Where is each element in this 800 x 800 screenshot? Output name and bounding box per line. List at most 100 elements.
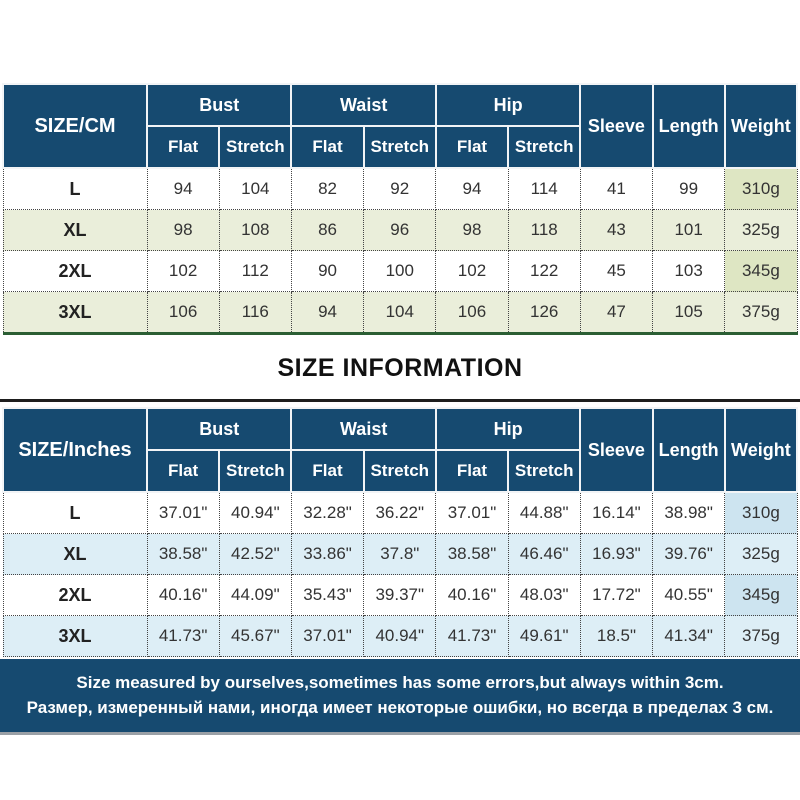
- cell-sleeve: 47: [579, 291, 654, 335]
- cell-waist-stretch: 104: [363, 291, 437, 335]
- inch-sleeve-header: Sleeve: [579, 407, 654, 493]
- cell-hip-stretch: 122: [507, 250, 581, 292]
- cell-bust-stretch: 44.09": [218, 574, 292, 616]
- cell-bust-flat: 98: [146, 209, 220, 251]
- cell-waist-stretch: 36.22": [363, 491, 437, 534]
- inch-bust-stretch-header: Stretch: [218, 449, 293, 493]
- cell-hip-flat: 106: [435, 291, 509, 335]
- cm-waist-flat-header: Flat: [290, 125, 365, 169]
- cell-weight: 345g: [724, 574, 798, 616]
- cell-length: 41.34": [652, 615, 726, 657]
- cm-bust-flat-header: Flat: [145, 125, 221, 169]
- cell-waist-stretch: 40.94": [363, 615, 437, 657]
- cm-hip-stretch-header: Stretch: [507, 125, 582, 169]
- cell-weight: 345g: [724, 250, 798, 292]
- cell-hip-flat: 41.73": [435, 615, 509, 657]
- cell-hip-stretch: 44.88": [507, 491, 581, 534]
- inch-weight-header: Weight: [723, 407, 799, 493]
- cell-waist-flat: 37.01": [290, 615, 365, 657]
- inch-hip-group-header: Hip: [434, 407, 582, 451]
- size-label-cell: 2XL: [2, 574, 148, 616]
- size-label-cell: 3XL: [2, 291, 148, 335]
- cell-waist-flat: 33.86": [290, 533, 365, 575]
- cell-waist-flat: 82: [290, 167, 365, 210]
- cell-bust-stretch: 108: [218, 209, 292, 251]
- cell-hip-flat: 38.58": [435, 533, 509, 575]
- table-row-3xl: 3XL 41.73" 45.67" 37.01" 40.94" 41.73" 4…: [2, 615, 798, 657]
- cell-weight: 375g: [724, 615, 798, 657]
- cell-weight: 375g: [724, 291, 798, 335]
- inch-waist-flat-header: Flat: [290, 449, 365, 493]
- cell-bust-flat: 102: [146, 250, 220, 292]
- size-label-cell: L: [2, 491, 148, 534]
- cell-waist-stretch: 100: [363, 250, 437, 292]
- table-row-xl: XL 98 108 86 96 98 118 43 101 325g: [2, 209, 798, 251]
- top-spacer: [0, 0, 800, 83]
- inch-header-row-sub: Flat Stretch Flat Stretch Flat Stretch: [3, 449, 797, 493]
- table-row-xl: XL 38.58" 42.52" 33.86" 37.8" 38.58" 46.…: [2, 533, 798, 575]
- cell-waist-stretch: 92: [363, 167, 437, 210]
- cell-bust-flat: 40.16": [146, 574, 220, 616]
- cell-hip-stretch: 49.61": [507, 615, 581, 657]
- cell-hip-stretch: 126: [507, 291, 581, 335]
- cm-weight-header: Weight: [723, 83, 799, 169]
- cell-bust-stretch: 42.52": [218, 533, 292, 575]
- inch-corner-header: SIZE/Inches: [2, 407, 148, 493]
- note-line-english: Size measured by ourselves,sometimes has…: [76, 673, 724, 692]
- cell-length: 99: [652, 167, 726, 210]
- cell-bust-stretch: 116: [218, 291, 292, 335]
- cell-length: 101: [652, 209, 726, 251]
- inch-bust-group-header: Bust: [145, 407, 293, 451]
- cell-length: 39.76": [652, 533, 726, 575]
- inch-waist-stretch-header: Stretch: [362, 449, 437, 493]
- cell-sleeve: 16.93": [579, 533, 654, 575]
- cell-waist-flat: 86: [290, 209, 365, 251]
- cm-header-row-sub: Flat Stretch Flat Stretch Flat Stretch: [3, 125, 797, 169]
- size-label-cell: L: [2, 167, 148, 210]
- cell-bust-stretch: 104: [218, 167, 292, 210]
- cell-waist-flat: 35.43": [290, 574, 365, 616]
- cell-weight: 325g: [724, 533, 798, 575]
- cell-bust-stretch: 112: [218, 250, 292, 292]
- cell-weight: 325g: [724, 209, 798, 251]
- size-label-cell: 3XL: [2, 615, 148, 657]
- table-row-3xl: 3XL 106 116 94 104 106 126 47 105 375g: [2, 291, 798, 335]
- cell-length: 40.55": [652, 574, 726, 616]
- cm-waist-group-header: Waist: [290, 83, 437, 127]
- cell-sleeve: 43: [579, 209, 654, 251]
- cell-sleeve: 45: [579, 250, 654, 292]
- size-label-cell: XL: [2, 533, 148, 575]
- inch-bust-flat-header: Flat: [145, 449, 221, 493]
- cm-sleeve-header: Sleeve: [579, 83, 654, 169]
- size-label-cell: XL: [2, 209, 148, 251]
- cm-hip-flat-header: Flat: [434, 125, 510, 169]
- title-divider-line: [0, 399, 800, 402]
- cell-waist-stretch: 39.37": [363, 574, 437, 616]
- cell-bust-stretch: 45.67": [218, 615, 292, 657]
- cell-hip-flat: 40.16": [435, 574, 509, 616]
- cell-length: 103: [652, 250, 726, 292]
- cell-bust-flat: 41.73": [146, 615, 220, 657]
- cm-bust-group-header: Bust: [145, 83, 293, 127]
- cell-bust-stretch: 40.94": [218, 491, 292, 534]
- cm-length-header: Length: [651, 83, 726, 169]
- page-title: SIZE INFORMATION: [277, 354, 523, 382]
- cell-length: 38.98": [652, 491, 726, 534]
- cell-sleeve: 16.14": [579, 491, 654, 534]
- cell-bust-flat: 94: [146, 167, 220, 210]
- cell-hip-flat: 37.01": [435, 491, 509, 534]
- cell-weight: 310g: [724, 167, 798, 210]
- cell-waist-flat: 90: [290, 250, 365, 292]
- cm-corner-header: SIZE/CM: [2, 83, 148, 169]
- table-row-l: L 94 104 82 92 94 114 41 99 310g: [2, 167, 798, 210]
- cm-hip-group-header: Hip: [434, 83, 582, 127]
- note-banner: Size measured by ourselves,sometimes has…: [0, 659, 800, 735]
- cell-hip-stretch: 46.46": [507, 533, 581, 575]
- cell-sleeve: 17.72": [579, 574, 654, 616]
- cell-weight: 310g: [724, 491, 798, 534]
- size-label-cell: 2XL: [2, 250, 148, 292]
- cell-bust-flat: 38.58": [146, 533, 220, 575]
- cell-hip-stretch: 48.03": [507, 574, 581, 616]
- cell-waist-stretch: 96: [363, 209, 437, 251]
